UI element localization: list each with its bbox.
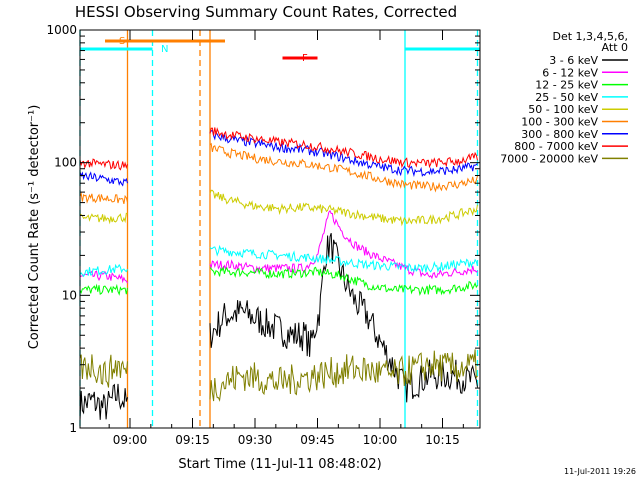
x-tick-label: 09:00 [113,433,148,447]
series-line [79,158,128,171]
series-line [209,265,478,297]
series-line [79,383,128,421]
series-line [209,189,478,227]
series-line [209,127,478,169]
series-line [79,283,128,296]
series-line [79,263,128,278]
legend-entry-label: 800 - 7000 keV [514,140,598,153]
legend-entry-label: 7000 - 20000 keV [500,152,598,165]
y-tick-label: 1 [69,421,77,435]
x-tick-label: 09:45 [300,433,335,447]
plot-area: S N F 1 10 100 1000 09:00 09:15 09:30 09:45 10:00 10… [46,23,481,447]
footer-timestamp: 11-Jul-2011 19:26 [564,467,636,476]
chart-title: HESSI Observing Summary Count Rates, Cor… [75,3,457,21]
series-line [79,171,128,187]
x-axis-label: Start Time (11-Jul-11 08:48:02) [178,457,381,472]
series-line [209,232,478,403]
legend-entry-label: 300 - 800 keV [521,128,598,141]
series-line [209,349,478,402]
series-line [79,354,128,388]
legend-entry-label: 25 - 50 keV [535,91,598,104]
plot-frame [79,29,481,429]
x-tick-label: 09:15 [175,433,210,447]
series-line [209,209,478,280]
legend-entry-label: 6 - 12 keV [542,66,598,79]
legend-entry-label: 50 - 100 keV [528,103,598,116]
flag-label: N [161,44,168,55]
series-line [79,191,128,205]
flag-label: F [302,53,308,64]
y-axis-label: Corrected Count Rate (s⁻¹ detector⁻¹) [27,105,42,350]
legend-entry-label: 100 - 300 keV [521,116,598,129]
flag-label: S [119,36,125,47]
x-tick-label: 10:15 [425,433,460,447]
y-tick-label: 1000 [46,23,77,37]
legend-header-line1: Det 1,3,4,5,6, [552,30,628,43]
series-line [209,244,478,273]
y-tick-label: 100 [54,156,77,170]
legend-entry-label: 12 - 25 keV [535,79,598,92]
y-tick-label: 10 [62,288,77,302]
legend-header-line2: Att 0 [602,41,628,54]
series-line [209,142,478,193]
legend-entry-label: 3 - 6 keV [549,54,598,67]
series-line [209,129,478,178]
series-line [79,212,128,225]
x-tick-label: 10:00 [363,433,398,447]
x-tick-label: 09:30 [238,433,273,447]
